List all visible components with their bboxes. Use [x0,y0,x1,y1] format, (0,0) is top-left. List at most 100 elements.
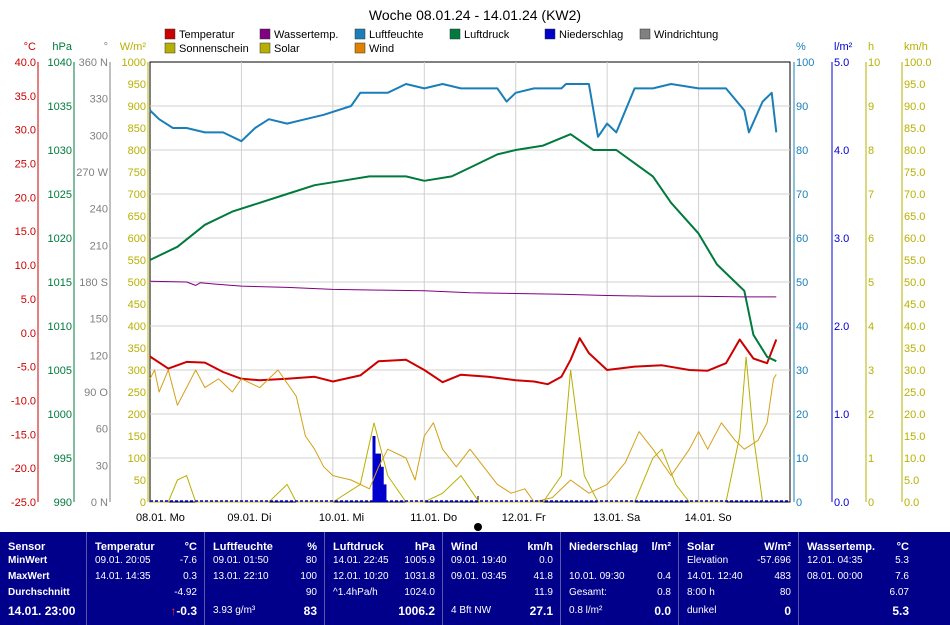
sensor-max-label: MaxWert [8,571,50,582]
x-tick-label: 09.01. Di [227,512,271,524]
sensor-avg-label: Durchschnitt [8,587,70,598]
temp-axis-tick: 25.0 [15,159,36,171]
temp-axis-unit: °C [24,41,36,53]
legend-swatch [259,28,271,40]
chart-title: Woche 08.01.24 - 14.01.24 (KW2) [369,7,581,23]
temp-axis-tick: 5.0 [21,294,36,306]
sensor-current-time: 14.01. 23:00 [8,604,76,618]
luftfeuchte-abs: 3.93 g/m³ [213,605,256,616]
sun-axis-tick: 7 [868,189,874,201]
sun-axis-tick: 5 [868,277,874,289]
niederschlag-title: Niederschlag [569,541,639,553]
humidity-axis-tick: 50 [796,277,808,289]
temp-axis-tick: 0.0 [21,328,36,340]
luftdruck-header: Luftdruck hPa [333,540,435,554]
temp-axis-tick: -10.0 [11,395,36,407]
precip-bar [383,484,387,502]
wind-axis-tick: 70.0 [904,189,925,201]
solar-axis-tick: 300 [128,365,146,377]
rain-axis-tick: 2.0 [834,321,849,333]
legend-swatch [449,28,461,40]
wind-max-value: 41.8 [533,571,553,582]
sun-axis-tick: 0 [868,497,874,509]
temp-axis-tick: 35.0 [15,91,36,103]
temperatur-min-time: 09.01. 20:05 [95,555,151,566]
col-wassertemp: Wassertemp. °C 12.01. 04:35 5.3 08.01. 00:… [798,532,917,625]
x-tick-label: 12.01. Fr [502,512,546,524]
niederschlag-unit: l/m² [651,541,671,553]
direction-axis-tick: 30 [96,460,108,472]
humidity-axis-tick: 90 [796,101,808,113]
wind-axis-tick: 75.0 [904,167,925,179]
col-sensor: Sensor MinWert MaxWert Durchschnitt 14.0… [0,532,86,625]
luftfeuchte-min-value: 80 [305,555,317,566]
solar-axis-tick: 50 [134,475,146,487]
humidity-axis-unit: % [796,41,806,53]
luftfeuchte-max-value: 100 [300,571,317,582]
col-temperatur: Temperatur °C 09.01. 20:05 -7.6 14.01. 14:… [86,532,205,625]
legend-swatch [259,42,271,54]
sun-axis-tick: 6 [868,233,874,245]
wind-axis-tick: 40.0 [904,321,925,333]
rain-axis-tick: 4.0 [834,145,849,157]
x-tick-label: 10.01. Mi [319,512,364,524]
legend-label: Luftdruck [464,29,510,41]
wassertemp-header: Wassertemp. °C [807,540,909,554]
legend-label: Sonnenschein [179,43,249,55]
wind-header: Wind km/h [451,540,553,554]
solar-axis-tick: 250 [128,387,146,399]
humidity-axis-tick: 40 [796,321,808,333]
wind-axis-tick: 10.0 [904,453,925,465]
solar-axis-tick: 200 [128,409,146,421]
luftfeuchte-unit: % [307,541,317,553]
solar-axis-tick: 650 [128,211,146,223]
precip-bar [375,453,379,502]
grid [150,62,790,502]
wind-min-time: 09.01. 19:40 [451,555,507,566]
wind-axis-tick: 100.0 [904,57,932,69]
wind-axis-tick: 15.0 [904,431,925,443]
humidity-axis-tick: 60 [796,233,808,245]
sun-axis-tick: 9 [868,101,874,113]
humidity-axis-tick: 10 [796,453,808,465]
humidity-axis-tick: 100 [796,57,814,69]
rain-axis-tick: 3.0 [834,233,849,245]
solar-max-time: 14.01. 12:40 [687,571,743,582]
niederschlag-total-label: Gesamt: [569,587,607,598]
series-solar [150,356,764,503]
wind-bft: 4 Bft NW [451,605,492,616]
wind-axis-tick: 35.0 [904,343,925,355]
solar-axis-tick: 550 [128,255,146,267]
legend-swatch [164,28,176,40]
legend-swatch [354,28,366,40]
temperatur-min-value: -7.6 [179,555,197,566]
wind-unit: km/h [527,541,553,553]
solar-elevation-label: Elevation [687,555,729,566]
luftdruck-max-time: 12.01. 10:20 [333,571,389,582]
pressure-axis-tick: 1040 [48,57,72,69]
temperatur-header: Temperatur °C [95,540,197,554]
temp-axis-tick: 30.0 [15,125,36,137]
direction-axis-tick: 90 O [84,387,108,399]
niederschlag-max-time: 10.01. 09:30 [569,571,625,582]
solar-max-value: 483 [774,571,791,582]
luftfeuchte-title: Luftfeuchte [213,541,273,553]
pressure-axis-tick: 1030 [48,145,72,157]
series-temperatur [149,337,778,386]
x-tick-label: 08.01. Mo [136,512,185,524]
wind-axis-tick: 80.0 [904,145,925,157]
temp-axis-tick: -15.0 [11,429,36,441]
wassertemp-unit: °C [896,541,909,553]
wind-axis-tick: 30.0 [904,365,925,377]
solar-hours: 8:00 h [687,587,715,598]
wassertemp-avg-value: 6.07 [889,587,909,598]
solar-axis-tick: 800 [128,145,146,157]
x-tick-label: 13.01. Sa [593,512,641,524]
luftfeuchte-max-time: 13.01. 22:10 [213,571,269,582]
pressure-axis-tick: 1000 [48,409,72,421]
niederschlag-max-value: 0.4 [657,571,671,582]
solar-state: dunkel [687,605,717,616]
luftdruck-max-value: 1031.8 [404,571,435,582]
legend-label: Windrichtung [654,29,718,41]
wassertemp-max-time: 08.01. 00:00 [807,571,863,582]
